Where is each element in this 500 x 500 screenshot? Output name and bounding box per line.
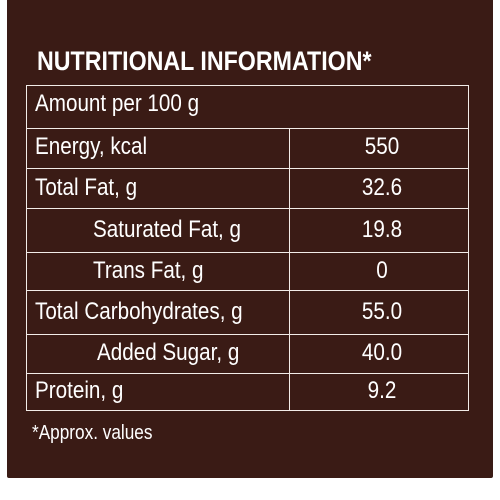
row-label-added-sugar: Added Sugar, g [97, 339, 240, 366]
row-value-energy: 550 [364, 133, 400, 160]
table-row: Total Carbohydrates, g 55.0 [27, 291, 468, 335]
row-value-added-sugar: 40.0 [361, 339, 403, 366]
nutrition-table: Amount per 100 g Energy, kcal 550 Total … [26, 85, 469, 411]
nutrition-title: NUTRITIONAL INFORMATION* [37, 46, 372, 76]
row-value-total-carbohydrates: 55.0 [361, 298, 403, 325]
row-value-saturated-fat: 19.8 [361, 216, 403, 243]
row-label-total-carbohydrates: Total Carbohydrates, g [35, 298, 243, 325]
row-label-protein: Protein, g [35, 377, 124, 404]
row-label-trans-fat: Trans Fat, g [93, 257, 204, 284]
row-value-trans-fat: 0 [376, 257, 388, 284]
table-row: Energy, kcal 550 [27, 129, 468, 169]
row-value-protein: 9.2 [367, 377, 397, 404]
nutrition-panel [7, 0, 493, 478]
row-value-total-fat: 32.6 [361, 174, 403, 201]
table-row: Total Fat, g 32.6 [27, 169, 468, 209]
row-label-total-fat: Total Fat, g [35, 174, 138, 201]
table-header-row: Amount per 100 g [27, 86, 468, 129]
table-row: Added Sugar, g 40.0 [27, 335, 468, 374]
amount-header: Amount per 100 g [35, 90, 200, 117]
column-divider [289, 129, 290, 410]
table-row: Trans Fat, g 0 [27, 253, 468, 291]
table-row: Saturated Fat, g 19.8 [27, 209, 468, 253]
table-row: Protein, g 9.2 [27, 374, 468, 410]
footnote: *Approx. values [32, 422, 153, 444]
row-label-energy: Energy, kcal [35, 133, 148, 160]
row-label-saturated-fat: Saturated Fat, g [93, 216, 242, 243]
